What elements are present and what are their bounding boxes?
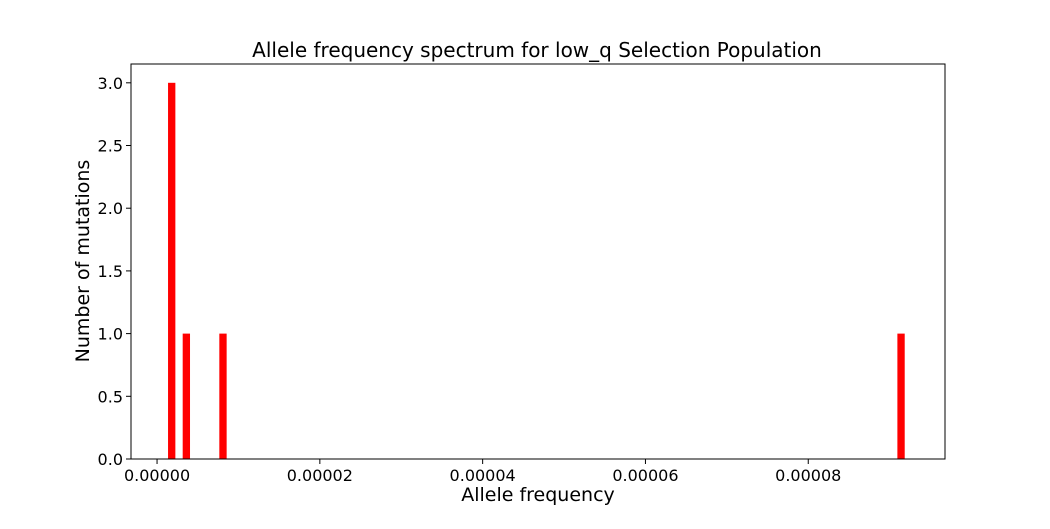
x-axis-label: Allele frequency — [461, 484, 615, 506]
bar — [897, 333, 905, 459]
x-tick-label: 0.00000 — [124, 466, 190, 485]
y-tick-label: 2.5 — [98, 137, 123, 156]
y-tick-label: 2.0 — [98, 199, 123, 218]
x-tick-label: 0.00004 — [450, 466, 516, 485]
plot-frame — [130, 63, 946, 460]
bar — [219, 333, 227, 459]
y-tick-label: 0.0 — [98, 450, 123, 469]
x-tick-label: 0.00002 — [287, 466, 353, 485]
bar — [168, 82, 176, 460]
x-tick-label: 0.00006 — [612, 466, 678, 485]
y-tick-label: 1.5 — [98, 262, 123, 281]
y-axis-label: Number of mutations — [72, 160, 94, 363]
y-tick-label: 1.0 — [98, 325, 123, 344]
chart-title: Allele frequency spectrum for low_q Sele… — [252, 38, 822, 62]
y-axis: 0.0 0.5 1.0 1.5 2.0 2.5 3.0 — [98, 74, 131, 469]
x-axis: 0.00000 0.00002 0.00004 0.00006 0.00008 — [124, 459, 841, 485]
bars-group — [168, 82, 905, 460]
y-tick-label: 3.0 — [98, 74, 123, 93]
bar — [182, 333, 191, 459]
x-tick-label: 0.00008 — [775, 466, 841, 485]
y-tick-label: 0.5 — [98, 387, 123, 406]
